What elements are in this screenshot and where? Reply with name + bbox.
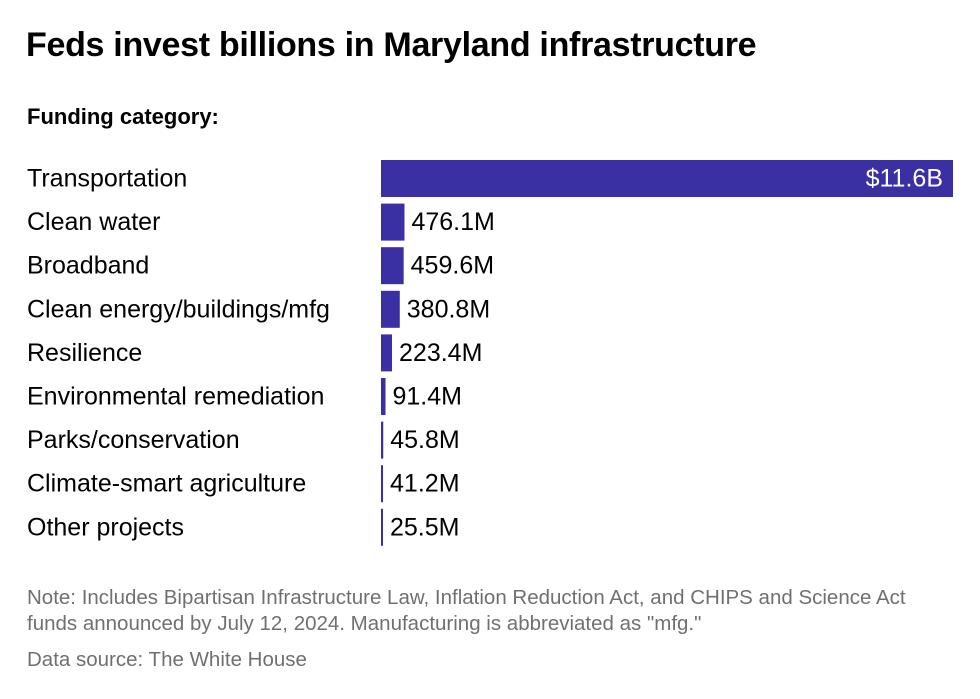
category-label: Environmental remediation — [27, 383, 324, 411]
chart-note: Note: Includes Bipartisan Infrastructure… — [27, 586, 906, 635]
bar — [381, 465, 384, 503]
category-label: Clean water — [27, 208, 160, 236]
data-label: 223.4M — [399, 339, 482, 367]
data-label: 476.1M — [411, 208, 494, 236]
bar — [381, 421, 384, 459]
bar — [381, 334, 393, 372]
bar — [381, 378, 386, 415]
bar — [381, 290, 400, 328]
category-label: Transportation — [27, 165, 187, 193]
category-label: Other projects — [27, 513, 184, 541]
category-label: Clean energy/buildings/mfg — [27, 295, 330, 323]
category-label: Broadband — [27, 252, 149, 280]
bar — [381, 203, 405, 241]
bar — [381, 160, 953, 197]
category-label: Parks/conservation — [27, 426, 240, 454]
data-label: 91.4M — [393, 383, 462, 411]
data-label: $11.6B — [866, 165, 943, 193]
category-label: Climate-smart agriculture — [27, 470, 306, 498]
data-source: Data source: The White House — [27, 648, 307, 671]
data-label: 380.8M — [407, 295, 490, 323]
data-label: 25.5M — [390, 513, 459, 541]
bar-rows: Transportation $11.6B Clean water 476.1M Bro… — [27, 160, 953, 546]
category-label: Resilience — [27, 339, 142, 367]
bar — [381, 508, 383, 546]
bar — [381, 247, 404, 285]
data-label: 45.8M — [390, 426, 459, 454]
data-label: 41.2M — [390, 470, 459, 498]
data-label: 459.6M — [411, 252, 494, 280]
chart-title: Feds invest billions in Maryland infrast… — [26, 26, 757, 64]
chart-subtitle: Funding category: — [27, 104, 219, 129]
